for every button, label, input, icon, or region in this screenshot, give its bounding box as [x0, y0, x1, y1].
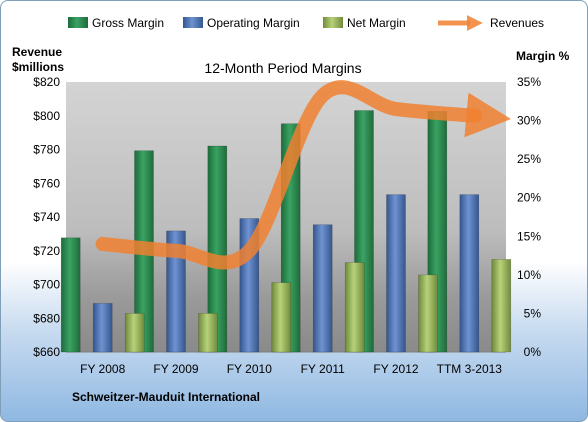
category-label-fy-2008: FY 2008	[80, 362, 125, 376]
legend-swatch-operating-margin	[183, 17, 203, 28]
legend-label-gross-margin: Gross Margin	[92, 16, 164, 30]
legend-item-operating-margin: Operating Margin	[183, 16, 300, 30]
bar-net-margin-ttm-3-2013	[491, 259, 512, 353]
left-tick-label: $780	[33, 143, 60, 157]
category-label-fy-2011: FY 2011	[301, 362, 346, 376]
bar-net-margin-fy-2010	[271, 282, 292, 353]
legend-swatch-gross-margin	[68, 17, 88, 28]
right-tick-label: 25%	[517, 152, 541, 166]
left-tick-label: $680	[33, 311, 60, 325]
bar-net-margin-fy-2009	[198, 313, 218, 353]
right-tick-label: 30%	[517, 114, 541, 128]
left-tick-label: $700	[33, 278, 60, 292]
legend-item-net-margin: Net Margin	[323, 16, 406, 30]
bar-operating-margin-fy-2011	[312, 224, 333, 353]
legend-label-operating-margin: Operating Margin	[207, 16, 300, 30]
legend: Gross Margin Operating Margin Net Margin…	[68, 14, 544, 32]
category-label-fy-2010: FY 2010	[227, 362, 272, 376]
bar-net-margin-fy-2008	[124, 313, 145, 353]
right-tick-label: 5%	[524, 306, 542, 320]
left-tick-label: $720	[33, 244, 60, 258]
category-label-fy-2009: FY 2009	[153, 362, 198, 376]
company-name: Schweitzer-Mauduit International	[72, 390, 260, 404]
legend-label-revenues: Revenues	[490, 16, 544, 30]
bar-operating-margin-fy-2009	[166, 230, 186, 353]
chart-title: 12-Month Period Margins	[204, 60, 361, 76]
bar-operating-margin-fy-2008	[92, 303, 113, 353]
right-tick-label: 20%	[517, 191, 541, 205]
right-tick-label: 15%	[517, 229, 541, 243]
right-axis-label: Margin %	[516, 49, 570, 63]
legend-label-net-margin: Net Margin	[347, 16, 406, 30]
left-tick-label: $660	[33, 345, 60, 359]
category-label-ttm-3-2013: TTM 3-2013	[437, 362, 503, 376]
left-tick-label: $740	[33, 210, 60, 224]
bar-gross-margin-fy-2008	[60, 237, 81, 353]
left-axis-label-line2: $millions	[12, 60, 64, 74]
bar-net-margin-fy-2012	[418, 274, 438, 353]
right-tick-label: 0%	[524, 345, 542, 359]
left-tick-label: $760	[33, 176, 60, 190]
left-tick-label: $800	[33, 109, 60, 123]
left-axis-label-line1: Revenue	[12, 45, 62, 59]
legend-item-revenues: Revenues	[438, 14, 544, 32]
bar-operating-margin-ttm-3-2013	[459, 194, 480, 353]
bar-net-margin-fy-2011	[344, 262, 365, 353]
right-tick-label: 35%	[517, 75, 541, 89]
legend-item-gross-margin: Gross Margin	[68, 16, 164, 30]
category-label-fy-2012: FY 2012	[373, 362, 418, 376]
line-revenues	[95, 80, 511, 270]
left-tick-label: $820	[33, 75, 60, 89]
bar-operating-margin-fy-2012	[386, 194, 406, 353]
legend-swatch-net-margin	[323, 17, 343, 28]
right-tick-label: 10%	[517, 268, 541, 282]
